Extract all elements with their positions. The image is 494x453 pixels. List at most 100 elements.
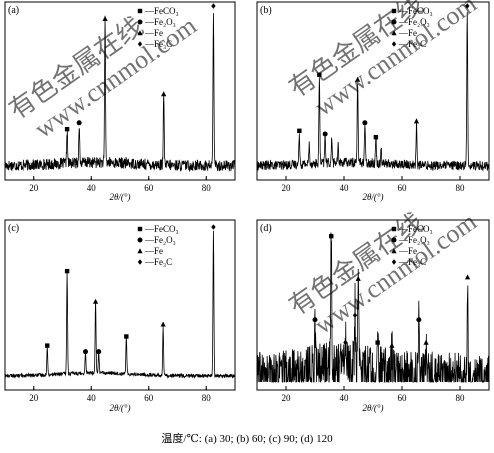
peak-marker-circle xyxy=(96,349,102,355)
figure-caption: 温度/℃: (a) 30; (b) 60; (c) 90; (d) 120 xyxy=(161,433,333,445)
legend-entry: —Fe₃C xyxy=(144,39,172,49)
legend-marker xyxy=(137,226,143,232)
peak-marker-triangle xyxy=(389,342,395,348)
legend-marker xyxy=(137,30,143,36)
peak-marker-circle xyxy=(416,317,422,323)
x-tick-label: 20 xyxy=(282,393,292,403)
legend-marker xyxy=(137,8,143,14)
peak-marker-diamond xyxy=(465,3,470,9)
x-tick-label: 80 xyxy=(456,183,466,193)
peak-marker-triangle xyxy=(161,91,167,97)
legend-marker xyxy=(391,248,397,254)
legend-entry: —Fe xyxy=(398,246,417,256)
x-axis-title: 2θ/(°) xyxy=(109,192,130,202)
peak-marker-triangle xyxy=(355,76,361,82)
peak-marker-square xyxy=(329,233,334,239)
x-tick-label: 20 xyxy=(29,183,39,193)
peak-marker-triangle xyxy=(423,339,429,345)
peak-marker-diamond xyxy=(343,339,348,346)
x-axis-title: 2θ/(°) xyxy=(109,403,130,413)
x-tick-label: 80 xyxy=(202,183,212,193)
x-axis-title: 2θ/(°) xyxy=(362,403,383,413)
x-tick-label: 20 xyxy=(282,183,292,193)
peak-marker-square xyxy=(317,72,322,77)
legend-entry: —Fe₃C xyxy=(144,257,172,267)
legend-entry: —Fe₃C xyxy=(398,257,426,267)
legend-marker xyxy=(137,237,143,243)
xrd-pattern-line xyxy=(4,230,236,380)
legend-entry: —Fe₂O₃ xyxy=(398,235,430,245)
panel-label: (b) xyxy=(260,5,272,16)
x-tick-label: 60 xyxy=(398,393,408,403)
legend-entry: —Fe xyxy=(398,28,417,38)
x-axis-title: 2θ/(°) xyxy=(362,192,383,202)
peak-marker-triangle xyxy=(160,321,166,327)
panel-label: (d) xyxy=(260,223,272,234)
peak-marker-square xyxy=(124,334,129,339)
legend-marker xyxy=(137,41,143,47)
peak-marker-triangle xyxy=(102,16,108,21)
x-tick-label: 40 xyxy=(87,393,97,403)
xrd-pattern-line xyxy=(256,232,490,384)
peak-marker-square xyxy=(373,135,379,140)
legend-entry: —FeCO₃ xyxy=(398,6,433,16)
legend-marker xyxy=(391,41,397,47)
x-tick-label: 80 xyxy=(202,393,212,403)
legend-entry: —Fe xyxy=(144,28,163,38)
legend-marker xyxy=(391,226,397,232)
legend-entry: —Fe xyxy=(144,246,163,256)
legend-marker xyxy=(391,8,397,14)
peak-marker-square xyxy=(64,268,70,274)
x-tick-label: 60 xyxy=(398,183,408,193)
peak-marker-triangle xyxy=(92,298,99,304)
legend-entry: —Fe₂O₃ xyxy=(398,17,430,27)
legend-marker xyxy=(137,259,143,265)
legend-marker xyxy=(391,237,397,243)
plot-frame xyxy=(4,1,236,181)
x-tick-label: 60 xyxy=(144,393,154,403)
peak-marker-circle xyxy=(362,120,368,126)
x-tick-label: 20 xyxy=(29,393,39,403)
peak-marker-triangle xyxy=(464,274,471,280)
xrd-pattern-line xyxy=(4,13,236,173)
panel-label: (a) xyxy=(8,5,19,16)
plot-frame xyxy=(256,1,490,181)
peak-marker-triangle xyxy=(355,275,361,281)
plot-frame xyxy=(256,219,490,391)
peak-marker-triangle xyxy=(413,118,420,124)
legend-marker xyxy=(391,30,397,36)
legend-marker xyxy=(137,19,143,25)
peak-marker-square xyxy=(45,343,50,348)
x-tick-label: 60 xyxy=(144,183,154,193)
legend-entry: —Fe₃C xyxy=(398,39,426,49)
legend-marker xyxy=(391,19,397,25)
x-tick-label: 80 xyxy=(456,393,466,403)
legend-entry: —Fe₂O₃ xyxy=(144,235,176,245)
legend-marker xyxy=(137,248,143,254)
legend-entry: —Fe₂O₃ xyxy=(144,17,176,27)
x-tick-label: 40 xyxy=(87,183,97,193)
legend-marker xyxy=(391,259,397,265)
peak-marker-diamond xyxy=(211,3,216,9)
peak-marker-square xyxy=(375,340,380,345)
plot-frame xyxy=(4,219,236,391)
peak-marker-diamond xyxy=(211,224,216,230)
peak-marker-circle xyxy=(76,120,82,126)
legend-entry: —FeCO₃ xyxy=(144,224,179,234)
legend-entry: —FeCO₃ xyxy=(398,224,433,234)
peak-marker-square xyxy=(64,127,70,132)
chart-panel-c: 20 40 60 80 2θ/(°) (c) —FeCO₃—Fe₂O₃—Fe—Fe₃C xyxy=(4,219,236,413)
peak-marker-circle xyxy=(83,349,88,355)
xrd-pattern-line xyxy=(256,11,490,172)
peak-marker-circle xyxy=(322,131,328,137)
peak-marker-square xyxy=(297,128,302,133)
legend-entry: —FeCO₃ xyxy=(144,6,179,16)
x-tick-label: 40 xyxy=(340,183,350,193)
peak-marker-circle xyxy=(312,317,318,323)
x-tick-label: 40 xyxy=(340,393,350,403)
